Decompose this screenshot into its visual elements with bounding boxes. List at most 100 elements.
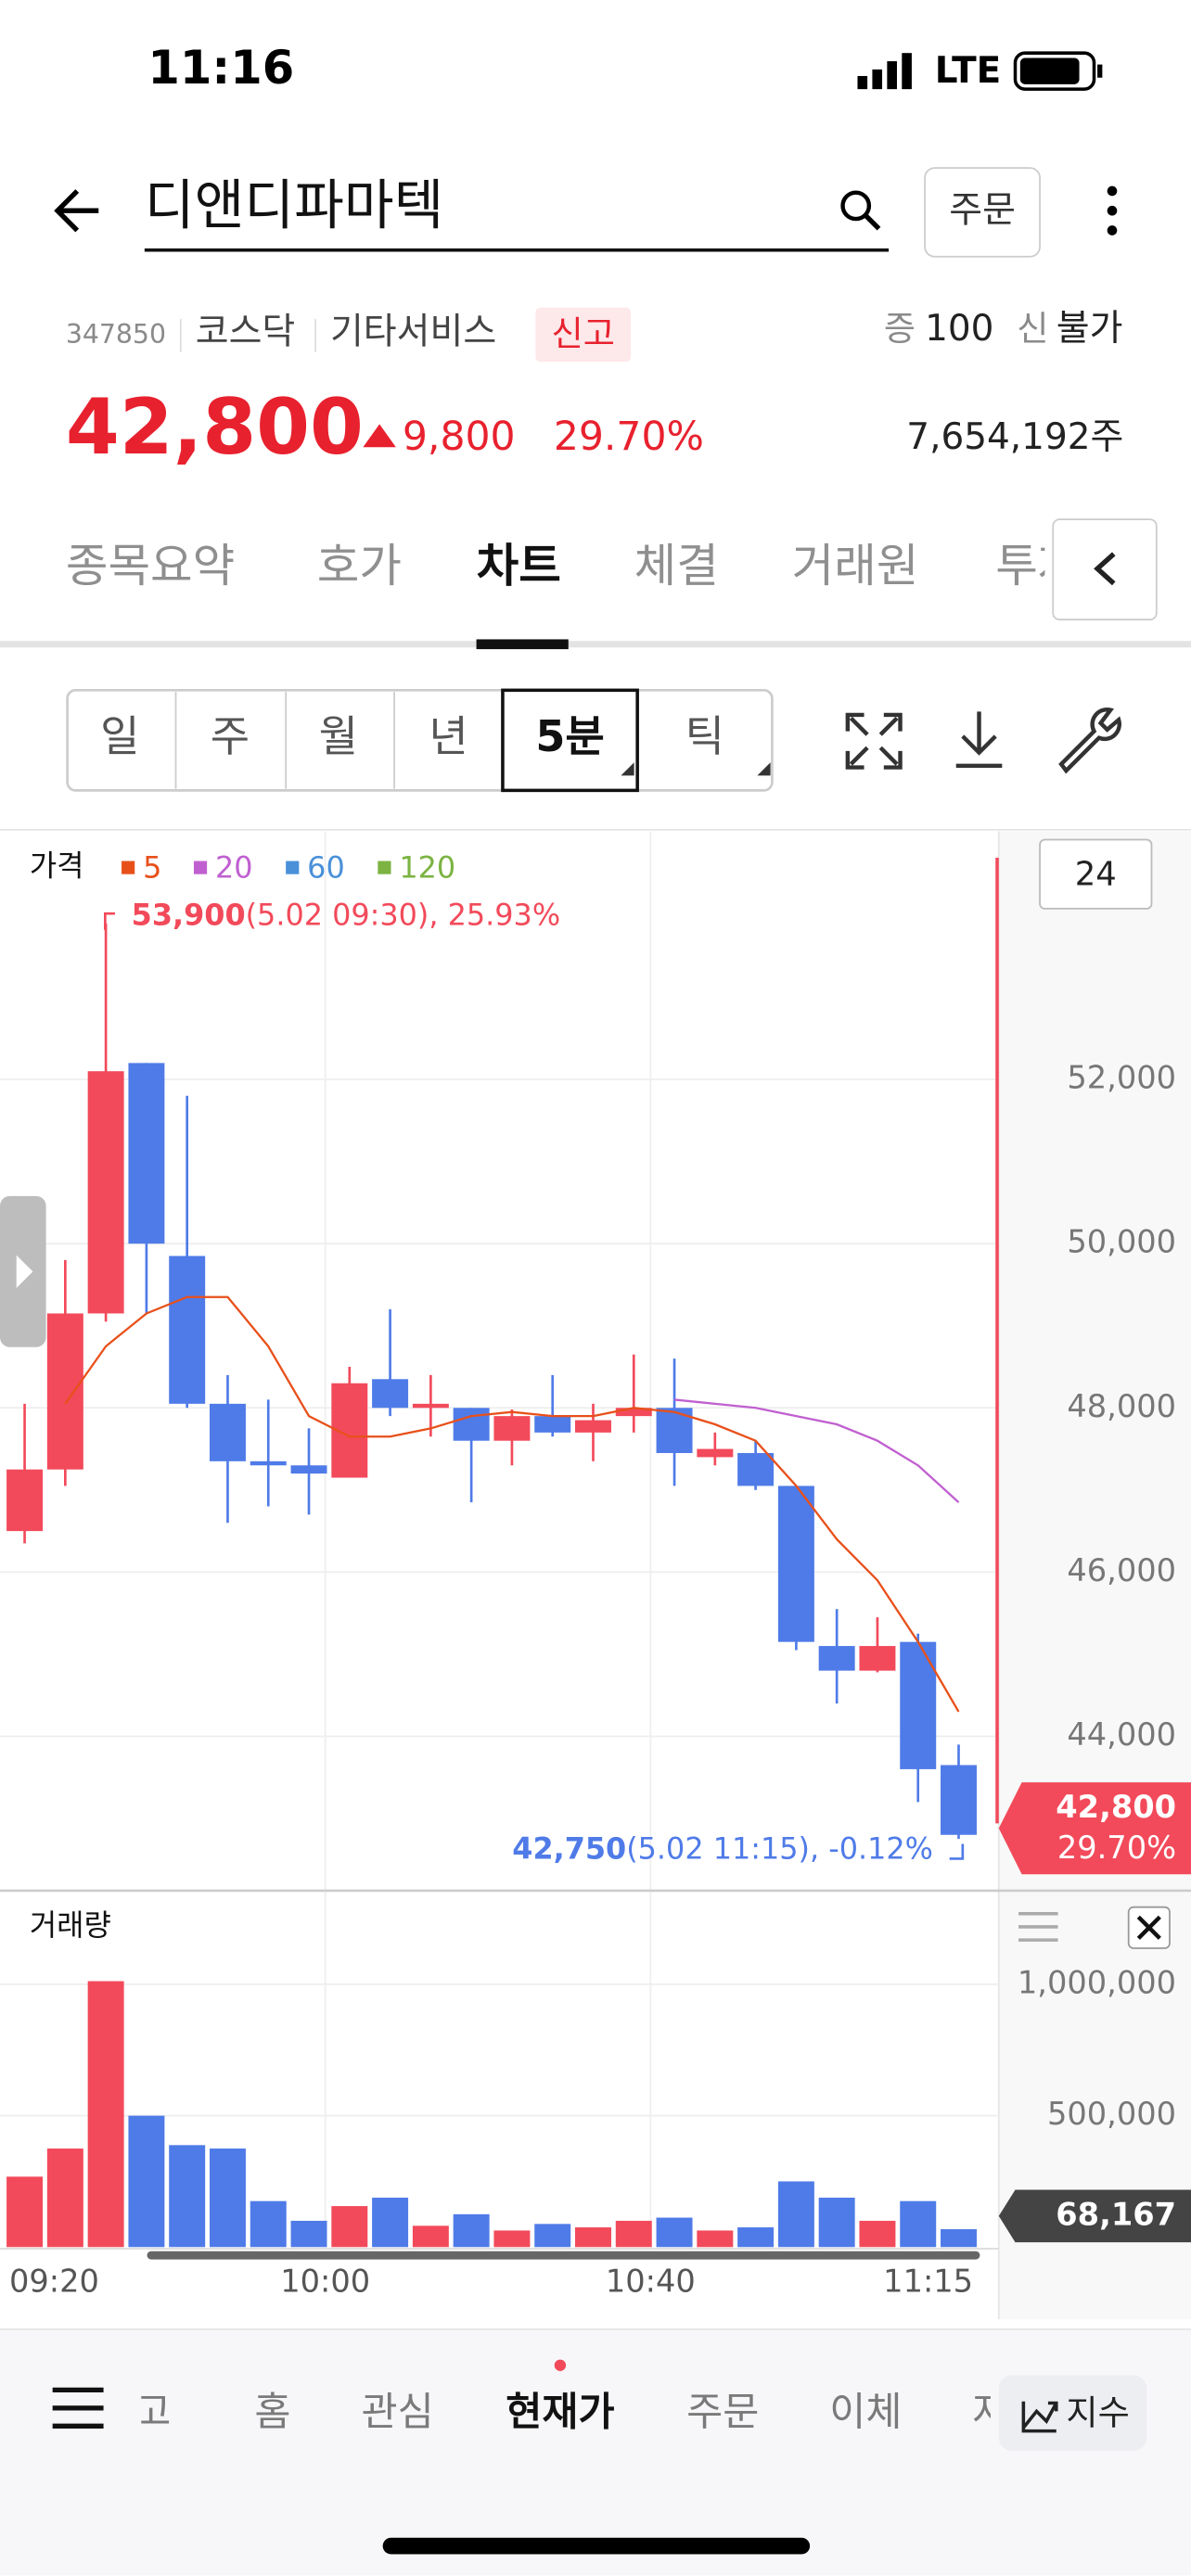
search-button[interactable]: [840, 190, 881, 231]
volume-bar: [250, 2200, 287, 2248]
volume-bar: [372, 2198, 409, 2248]
volume-bar: [412, 2225, 449, 2248]
legend-label: 60: [307, 849, 345, 885]
plot: 44,000 46,000 48,000 50,000 52,000 500,000 1,0…: [0, 849, 1191, 2300]
chevron: [1094, 552, 1116, 586]
tab[interactable]: 호가: [317, 539, 402, 593]
period-button[interactable]: 년: [429, 711, 467, 761]
current-price-tag: [998, 1782, 1191, 1875]
candle-body: [128, 1063, 165, 1244]
period-count[interactable]: 24: [1075, 855, 1117, 893]
current-price: 42,800: [1056, 1789, 1176, 1825]
volume-bar: [859, 2220, 896, 2248]
margin-label: 증: [884, 308, 916, 349]
candle-body: [615, 1408, 652, 1417]
badge: [535, 307, 632, 363]
nav-item[interactable]: 관심: [361, 2390, 433, 2435]
volume-bar: [169, 2145, 206, 2248]
nav-item[interactable]: 현재가: [506, 2390, 614, 2435]
volume-bar: [331, 2206, 368, 2248]
volume-bar: [534, 2224, 571, 2248]
period-button[interactable]: 5분: [535, 711, 604, 761]
volume-bar: [656, 2217, 693, 2248]
candle-body: [900, 1641, 937, 1769]
candle-body: [737, 1452, 775, 1486]
active-dot: [554, 2359, 567, 2371]
index-icon: [1021, 2401, 1058, 2433]
y-tick-label: 46,000: [1067, 1552, 1176, 1588]
price: 42,800: [66, 382, 364, 472]
legend-label: 120: [399, 849, 455, 885]
tab[interactable]: 체결: [634, 539, 719, 593]
volume-bar: [575, 2227, 611, 2248]
order-button-label[interactable]: 주문: [949, 189, 1016, 231]
candle-body: [656, 1408, 693, 1453]
candle-body: [46, 1313, 83, 1470]
y-tick-label: 1,000,000: [1018, 1964, 1176, 2000]
menu-button[interactable]: [52, 2387, 104, 2429]
fullscreen-button[interactable]: [845, 712, 903, 770]
candle-body: [493, 1416, 531, 1441]
period-button[interactable]: 일: [100, 711, 139, 761]
volume-menu[interactable]: [1018, 1911, 1058, 1942]
home-indicator: [382, 2537, 811, 2555]
tab[interactable]: 거래원: [792, 539, 919, 593]
legend-title: 가격: [30, 848, 84, 884]
candle-body: [777, 1486, 814, 1642]
legend-label: 5: [143, 849, 161, 885]
low-annotation: 42,750(5.02 11:15), -0.12%: [512, 1831, 933, 1867]
settings-button[interactable]: [1058, 707, 1121, 774]
candle-body: [697, 1448, 734, 1458]
volume-bar: [737, 2227, 775, 2248]
volume-bar: [493, 2230, 531, 2248]
change-rate: 29.70%: [554, 414, 704, 460]
x-tick-label: 09:20: [9, 2264, 99, 2300]
legend-swatch: [286, 861, 300, 874]
volume-bar: [818, 2198, 855, 2248]
index-label[interactable]: 지수: [1066, 2391, 1129, 2432]
nav-item[interactable]: 홈: [254, 2390, 290, 2435]
legend-label: 20: [215, 849, 253, 885]
stock-code: 347850: [66, 319, 166, 350]
back-button[interactable]: [54, 189, 99, 233]
nav-item[interactable]: 이체: [829, 2390, 902, 2435]
stock-title[interactable]: 디앤디파마텍: [145, 174, 444, 237]
volume-bar: [87, 1981, 124, 2248]
tab[interactable]: 차트: [477, 539, 561, 593]
nav-item[interactable]: 주문: [686, 2390, 759, 2435]
candle-body: [250, 1460, 287, 1466]
y-tick-label: 52,000: [1067, 1060, 1176, 1096]
low-marker: [949, 1843, 965, 1860]
volume-bar: [46, 2149, 83, 2248]
volume-bar: [697, 2230, 734, 2248]
tab-scroll-button[interactable]: [1052, 518, 1158, 621]
more-button[interactable]: [1107, 185, 1118, 236]
current-rate: 29.70%: [1057, 1830, 1176, 1866]
up-arrow: [363, 424, 396, 448]
candle-body: [87, 1071, 124, 1314]
credit-value: 불가: [1057, 308, 1123, 350]
period-button[interactable]: 틱: [685, 711, 724, 761]
order-button[interactable]: [924, 167, 1041, 258]
change: 9,800: [403, 414, 516, 460]
candle-body: [453, 1408, 490, 1441]
legend-swatch: [193, 861, 208, 874]
tab[interactable]: 종목요약: [66, 539, 235, 593]
high-detail: (5.02 09:30), 25.93%: [246, 898, 560, 933]
volume-bar: [900, 2200, 937, 2248]
period-count-box[interactable]: [1039, 838, 1153, 910]
high-annotation: 53,900(5.02 09:30), 25.93%: [132, 898, 560, 933]
period-button[interactable]: 월: [319, 711, 358, 761]
candle-body: [859, 1646, 896, 1671]
period-button[interactable]: 주: [211, 711, 250, 761]
volume-title: 거래량: [30, 1907, 111, 1943]
dropdown-mark: [757, 762, 771, 776]
low-value: 42,750: [512, 1831, 626, 1867]
period-group: [66, 689, 774, 792]
high-marker: [104, 912, 115, 930]
y-tick-label: 48,000: [1067, 1388, 1176, 1424]
candle-body: [941, 1765, 977, 1835]
download-button[interactable]: [955, 711, 1003, 769]
